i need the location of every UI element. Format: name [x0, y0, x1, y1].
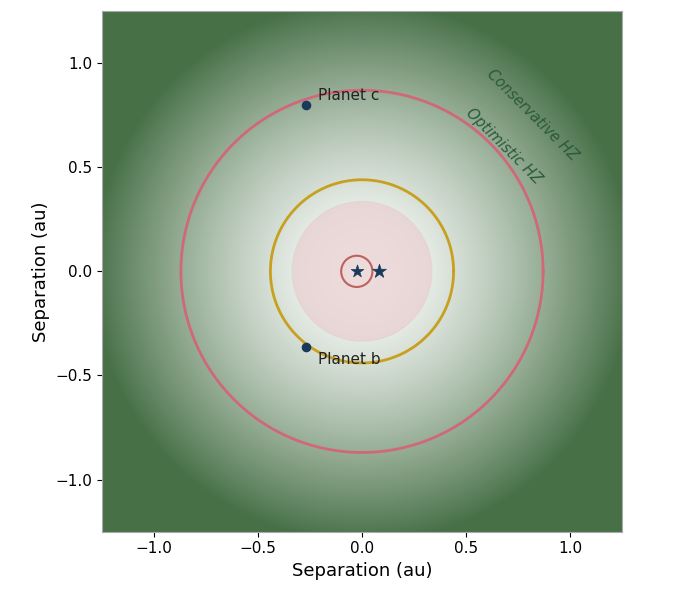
Polygon shape [292, 202, 432, 341]
Point [373, 267, 384, 276]
Text: Planet b: Planet b [318, 352, 381, 366]
Point [300, 343, 311, 352]
Y-axis label: Separation (au): Separation (au) [31, 201, 49, 342]
Text: Conservative HZ: Conservative HZ [484, 67, 581, 164]
Text: Planet c: Planet c [318, 87, 379, 103]
Text: Optimistic HZ: Optimistic HZ [463, 106, 544, 187]
Point [351, 267, 363, 276]
X-axis label: Separation (au): Separation (au) [292, 562, 432, 580]
Point [300, 100, 311, 109]
